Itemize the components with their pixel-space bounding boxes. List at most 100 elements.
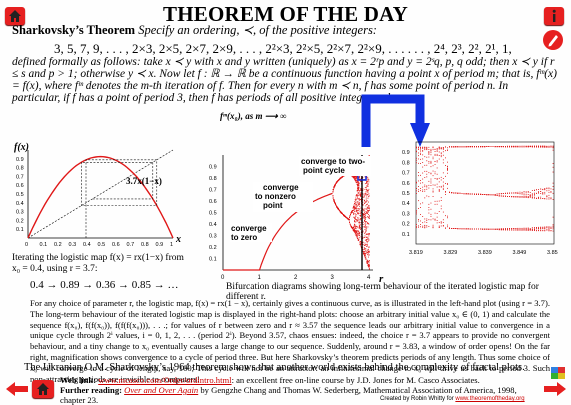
chaos-dot xyxy=(364,242,366,244)
zoom-dot xyxy=(457,228,459,230)
zoom-dot xyxy=(523,197,525,198)
edit-button[interactable] xyxy=(543,30,563,50)
zoom-dot xyxy=(424,186,426,188)
chaos-dot xyxy=(364,227,366,229)
zoom-dot xyxy=(430,152,432,154)
chaos-dot xyxy=(360,243,362,245)
chaos-dot xyxy=(354,225,356,227)
zoom-dot xyxy=(552,146,554,148)
chaos-dot xyxy=(368,233,370,234)
chaos-dot xyxy=(354,226,356,228)
chaos-dot xyxy=(364,248,366,250)
home-button[interactable] xyxy=(5,7,25,25)
credit-url[interactable]: www.theoremoftheday.org xyxy=(455,396,525,402)
chaos-dot xyxy=(364,256,366,258)
zoom-dot xyxy=(469,228,471,230)
chaos-dot xyxy=(364,196,365,198)
zoom-dot xyxy=(436,178,438,179)
chaos-dot xyxy=(364,208,366,210)
chaos-dot xyxy=(356,182,358,184)
zoom-dot xyxy=(422,202,424,204)
left-ytick: 0.5 xyxy=(16,192,24,198)
zoom-dot xyxy=(544,193,546,195)
zoom-dot xyxy=(426,147,428,149)
home-icon xyxy=(37,383,49,395)
zoom-dot xyxy=(432,147,434,149)
chaos-dot xyxy=(365,191,367,193)
further-book[interactable]: Over and Over Again xyxy=(124,385,199,395)
zoom-dot xyxy=(542,192,544,193)
zoom-dot xyxy=(428,149,430,150)
magnified-plot: 0.1 0.2 0.3 0.4 0.5 0.6 0.7 0.8 0.9 3.819 3.829 3.… xyxy=(402,141,558,256)
zoom-dot xyxy=(434,218,436,220)
chaos-dot xyxy=(365,208,367,210)
zoom-dot xyxy=(517,227,519,229)
chaos-dot xyxy=(354,218,356,220)
zoom-dot xyxy=(519,193,521,195)
zoom-dot xyxy=(430,208,432,210)
weblink-url[interactable]: www.mcasco.com/Order/ordintro.html xyxy=(98,375,232,385)
zoom-dot xyxy=(525,197,527,198)
zoom-dot xyxy=(502,229,504,231)
info-button[interactable] xyxy=(544,7,564,25)
chaos-dot xyxy=(358,188,360,190)
zoom-dot xyxy=(540,230,542,232)
zoom-xtick: 3.859 xyxy=(547,250,558,256)
zoom-dot xyxy=(523,195,525,197)
further-rest: by Gengzhe Chang and Thomas W. Sederberg… xyxy=(60,385,517,405)
chaos-dot xyxy=(354,203,355,205)
zoom-dot xyxy=(428,184,430,186)
left-xtick: 0.5 xyxy=(98,242,106,248)
chaos-dot xyxy=(356,208,358,210)
chaos-dot xyxy=(351,227,353,229)
zoom-dot xyxy=(523,228,525,230)
zoom-dot xyxy=(529,228,531,230)
chaos-dot xyxy=(362,213,364,215)
chaos-dot xyxy=(360,228,362,229)
zoom-dot xyxy=(426,149,428,151)
right-xtick: 2 xyxy=(294,275,298,281)
zoom-dot xyxy=(527,191,529,192)
prev-arrow-button[interactable] xyxy=(6,382,28,401)
zoom-dot xyxy=(442,154,444,156)
zoom-dot xyxy=(418,226,419,228)
zoom-dot xyxy=(467,146,469,148)
zoom-dot xyxy=(542,192,544,194)
zoom-dot xyxy=(432,158,434,160)
home-bottom-button[interactable] xyxy=(32,380,54,398)
chaos-dot xyxy=(336,182,337,184)
zoom-dot xyxy=(416,181,417,183)
zoom-dot xyxy=(424,184,426,186)
zoom-dot xyxy=(434,203,436,205)
zoom-dot xyxy=(420,154,421,155)
chaos-dot xyxy=(335,182,337,184)
zoom-dot xyxy=(447,169,448,171)
zoom-dot xyxy=(519,229,521,231)
zoom-dot xyxy=(436,178,438,180)
chaos-dot xyxy=(368,239,370,241)
chaos-dot xyxy=(360,192,362,194)
chaos-dot xyxy=(356,180,358,181)
chaos-dot xyxy=(353,177,355,179)
zoom-dot xyxy=(538,145,539,147)
chaos-dot xyxy=(356,230,358,232)
zoom-dot xyxy=(536,227,537,228)
chaos-dot xyxy=(354,221,356,223)
chaos-dot xyxy=(366,213,368,215)
chaos-dot xyxy=(366,176,368,178)
next-arrow-button[interactable] xyxy=(544,382,566,401)
chaos-dot xyxy=(362,190,364,191)
chaos-dot xyxy=(365,230,367,232)
zoom-dot xyxy=(494,146,496,148)
chaos-dot xyxy=(340,177,342,179)
zoom-dot xyxy=(538,196,539,198)
chaos-dot xyxy=(363,217,365,219)
zoom-dot xyxy=(540,227,542,229)
zoom-dot xyxy=(548,229,550,230)
zoom-dot xyxy=(422,166,424,168)
zoom-dot xyxy=(540,145,542,147)
zoom-dot xyxy=(548,189,550,191)
chaos-dot xyxy=(367,245,368,247)
zoom-dot xyxy=(552,149,554,151)
zoom-dot xyxy=(430,148,432,150)
